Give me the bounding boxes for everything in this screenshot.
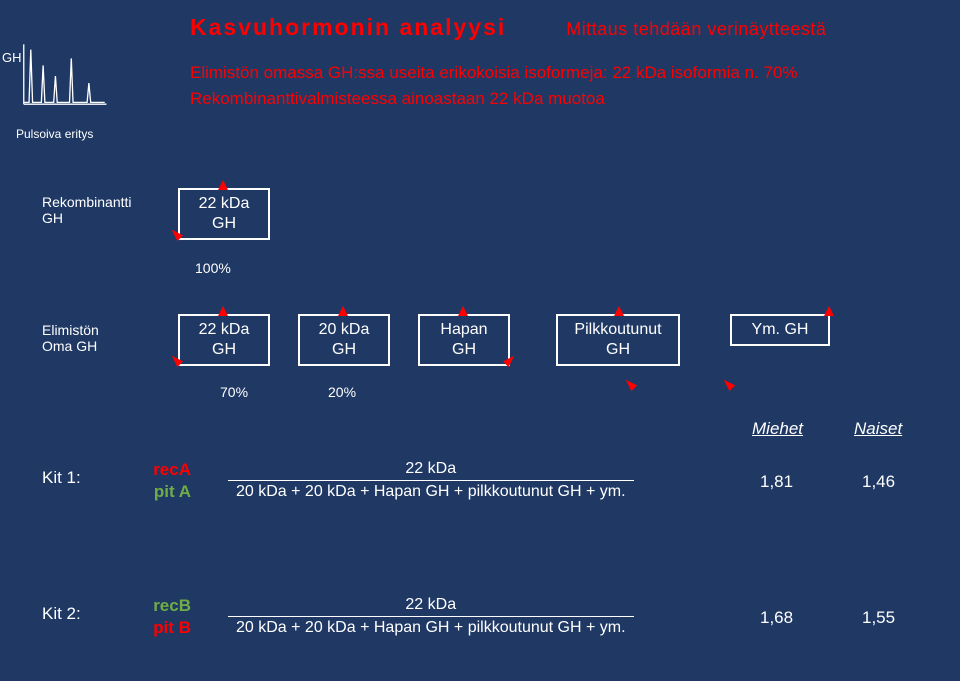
body-line-2: Rekombinanttivalmisteessa ainoastaan 22 …	[190, 86, 830, 112]
kit-label: Kit 1:	[42, 468, 81, 488]
arrow-icon	[614, 306, 624, 316]
arrow-icon	[721, 377, 735, 391]
isoform-box: 20 kDaGH	[298, 314, 390, 366]
rekombinantti-label: Rekombinantti GH	[42, 194, 132, 226]
isoform-box: 22 kDaGH	[178, 188, 270, 240]
pit-label: pit B	[145, 618, 191, 638]
ratio-fraction: 22 kDa20 kDa + 20 kDa + Hapan GH + pilkk…	[228, 596, 634, 637]
title-row: Kasvuhormonin analyysi Mittaus tehdään v…	[190, 14, 826, 41]
isoform-box: 22 kDaGH	[178, 314, 270, 366]
chromatogram-icon	[22, 40, 110, 112]
title-sub: Mittaus tehdään verinäytteestä	[566, 19, 826, 40]
arrow-icon	[824, 306, 834, 316]
pulsoiva-label: Pulsoiva eritys	[16, 127, 93, 141]
naiset-value: 1,46	[862, 472, 895, 492]
pit-label: pit A	[145, 482, 191, 502]
isoform-box: Ym. GH	[730, 314, 830, 346]
rec-label: recA	[145, 460, 191, 480]
rec-label: recB	[145, 596, 191, 616]
elimiston-label: Elimistön Oma GH	[42, 322, 99, 354]
naiset-header: Naiset	[854, 419, 902, 439]
percent-100: 100%	[195, 260, 231, 276]
ratio-fraction: 22 kDa20 kDa + 20 kDa + Hapan GH + pilkk…	[228, 460, 634, 501]
miehet-value: 1,81	[760, 472, 793, 492]
body-line-1: Elimistön omassa GH:ssa useita erikokois…	[190, 60, 830, 86]
gh-axis-label: GH	[2, 50, 22, 65]
miehet-header: Miehet	[752, 419, 803, 439]
arrow-icon	[218, 306, 228, 316]
arrow-icon	[458, 306, 468, 316]
title-main: Kasvuhormonin analyysi	[190, 14, 506, 41]
arrow-icon	[338, 306, 348, 316]
isoform-box: PilkkoutunutGH	[556, 314, 680, 366]
arrow-icon	[623, 377, 637, 391]
isoform-box: HapanGH	[418, 314, 510, 366]
arrow-icon	[218, 180, 228, 190]
miehet-value: 1,68	[760, 608, 793, 628]
kit-label: Kit 2:	[42, 604, 81, 624]
percent-70: 70%	[220, 384, 248, 400]
percent-20: 20%	[328, 384, 356, 400]
naiset-value: 1,55	[862, 608, 895, 628]
body-text: Elimistön omassa GH:ssa useita erikokois…	[190, 60, 830, 111]
